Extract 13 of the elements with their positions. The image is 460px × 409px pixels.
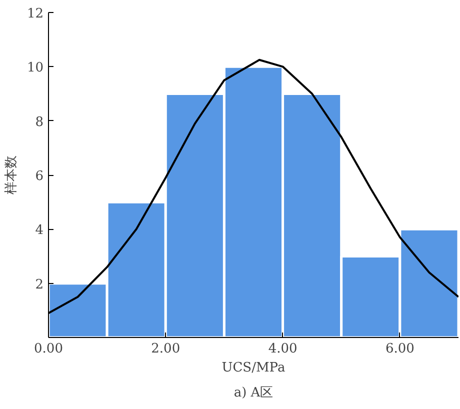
y-axis-title: 样本数 (4, 156, 19, 194)
y-tick-label: 10 (26, 60, 44, 76)
x-tick-label: 0.00 (34, 342, 63, 356)
y-tick-label: 2 (35, 277, 44, 292)
x-axis-title: UCS/MPa (222, 360, 286, 376)
y-tick-label: 12 (26, 6, 44, 22)
x-tick-label: 4.00 (268, 342, 298, 356)
y-tick-label: 6 (35, 169, 44, 184)
x-tick-label: 2.00 (151, 342, 180, 356)
text: a) A区 (234, 386, 274, 400)
x-tick-label: 6.00 (385, 342, 414, 356)
y-tick-label: 4 (35, 223, 44, 238)
y-tick-label: 8 (35, 114, 44, 130)
